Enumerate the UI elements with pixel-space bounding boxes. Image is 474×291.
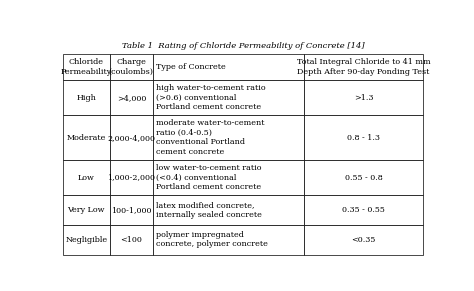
Bar (109, 195, 153, 225)
Text: 1,000-2,000: 1,000-2,000 (107, 174, 155, 182)
Bar (63, 54, 109, 80)
Bar (153, 195, 304, 225)
Bar (109, 160, 153, 195)
Bar (63, 195, 109, 225)
Text: moderate water-to-cement
ratio (0.4-0.5)
conventional Portland
cement concrete: moderate water-to-cement ratio (0.4-0.5)… (156, 120, 264, 156)
Bar (109, 80, 153, 116)
Text: <0.35: <0.35 (351, 236, 376, 244)
Text: low water-to-cement ratio
(<0.4) conventional
Portland cement concrete: low water-to-cement ratio (<0.4) convent… (156, 164, 261, 191)
Text: high water-to-cement ratio
(>0.6) conventional
Portland cement concrete: high water-to-cement ratio (>0.6) conven… (156, 84, 265, 111)
Bar (109, 116, 153, 160)
Text: latex modified concrete,
internally sealed concrete: latex modified concrete, internally seal… (156, 201, 262, 219)
Bar (109, 54, 153, 80)
Text: Very Low: Very Low (68, 206, 105, 214)
Text: >1.3: >1.3 (354, 94, 374, 102)
Bar (153, 225, 304, 255)
Text: <100: <100 (120, 236, 142, 244)
Text: 0.8 - 1.3: 0.8 - 1.3 (347, 134, 380, 142)
Bar (153, 54, 304, 80)
Bar (63, 160, 109, 195)
Bar (304, 54, 423, 80)
Text: Type of Concrete: Type of Concrete (156, 63, 226, 71)
Bar (153, 160, 304, 195)
Bar (63, 116, 109, 160)
Bar (153, 80, 304, 116)
Bar (304, 195, 423, 225)
Text: >4,000: >4,000 (117, 94, 146, 102)
Text: 2,000-4,000: 2,000-4,000 (107, 134, 155, 142)
Text: Moderate: Moderate (67, 134, 106, 142)
Text: Low: Low (78, 174, 95, 182)
Bar (304, 80, 423, 116)
Bar (63, 225, 109, 255)
Bar (153, 116, 304, 160)
Text: Charge
(coulombs): Charge (coulombs) (109, 58, 154, 76)
Text: Chloride
Permeability: Chloride Permeability (61, 58, 112, 76)
Text: Negligible: Negligible (65, 236, 108, 244)
Bar (109, 225, 153, 255)
Text: 0.35 - 0.55: 0.35 - 0.55 (342, 206, 385, 214)
Bar (304, 116, 423, 160)
Text: Table 1  Rating of Chloride Permeability of Concrete [14]: Table 1 Rating of Chloride Permeability … (122, 42, 364, 50)
Text: 0.55 - 0.8: 0.55 - 0.8 (345, 174, 383, 182)
Bar (63, 80, 109, 116)
Text: polymer impregnated
concrete, polymer concrete: polymer impregnated concrete, polymer co… (156, 231, 268, 249)
Bar (304, 225, 423, 255)
Text: 100-1,000: 100-1,000 (111, 206, 152, 214)
Text: Total Integral Chloride to 41 mm
Depth After 90-day Ponding Test: Total Integral Chloride to 41 mm Depth A… (297, 58, 430, 76)
Text: High: High (76, 94, 96, 102)
Bar (304, 160, 423, 195)
